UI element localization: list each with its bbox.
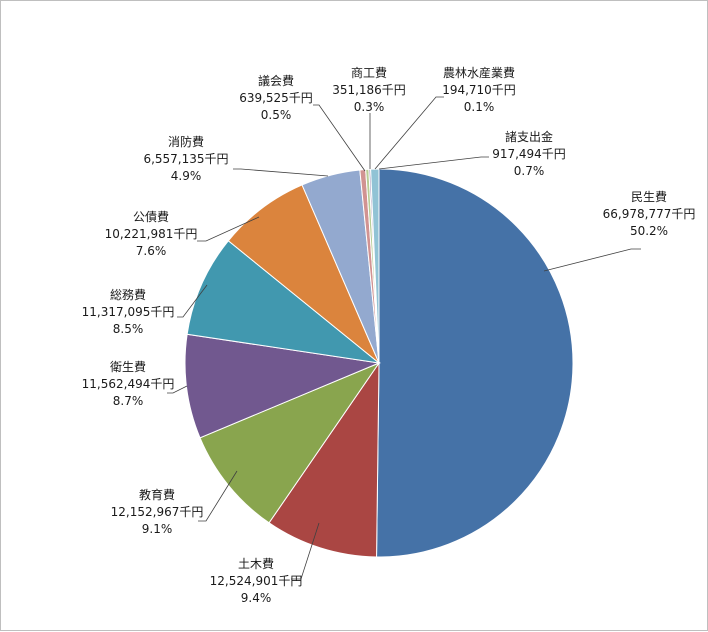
leader-line-6: [197, 216, 260, 242]
leader-line-8: [313, 104, 366, 172]
leader-line-3: [198, 470, 238, 522]
slice-label-amount-10: 194,710千円: [442, 83, 516, 97]
leader-line-5: [177, 284, 208, 318]
slice-label-name-9: 商工費: [351, 65, 387, 80]
slice-label-name-10: 農林水産業費: [443, 65, 515, 80]
slice-label-name-11: 諸支出金: [505, 129, 553, 144]
leader-line-4: [167, 385, 188, 394]
pie-slice-1: [376, 168, 574, 558]
slice-label-percent-2: 9.4%: [241, 591, 272, 605]
slice-label-percent-8: 0.5%: [261, 108, 292, 122]
slice-label-percent-5: 8.5%: [113, 322, 144, 336]
pie-slice-5: [186, 240, 381, 364]
slice-labels: 民生費 66,978,777千円 50.2% 土木費 12,524,901千円 9.4% 教…: [82, 65, 696, 605]
slice-label-amount-9: 351,186千円: [332, 83, 406, 97]
pie-slices: [184, 168, 574, 558]
slice-label-name-4: 衛生費: [110, 359, 146, 374]
slice-label-percent-11: 0.7%: [514, 164, 545, 178]
leader-line-1: [543, 248, 641, 272]
slice-label-amount-5: 11,317,095千円: [82, 305, 175, 319]
slice-label-amount-6: 10,221,981千円: [105, 227, 198, 241]
pie-slice-6: [227, 184, 380, 364]
slice-label-amount-7: 6,557,135千円: [143, 152, 228, 166]
slice-label-percent-1: 50.2%: [630, 224, 668, 238]
leader-line-11: [378, 156, 489, 170]
leader-line-7: [233, 168, 329, 177]
pie-slice-4: [184, 333, 381, 439]
slice-label-percent-10: 0.1%: [464, 100, 495, 114]
slice-label-percent-3: 9.1%: [142, 522, 173, 536]
slice-label-name-5: 総務費: [110, 287, 146, 302]
slice-label-amount-3: 12,152,967千円: [111, 505, 204, 519]
slice-label-name-8: 議会費: [258, 73, 294, 88]
slice-label-percent-4: 8.7%: [113, 394, 144, 408]
leader-lines: [167, 96, 641, 580]
slice-label-amount-4: 11,562,494千円: [82, 377, 175, 391]
slice-label-percent-9: 0.3%: [354, 100, 385, 114]
slice-label-name-1: 民生費: [631, 189, 667, 204]
leader-line-10: [374, 96, 444, 170]
slice-label-name-3: 教育費: [139, 487, 175, 502]
slice-label-percent-6: 7.6%: [136, 244, 167, 258]
slice-label-amount-2: 12,524,901千円: [210, 574, 303, 588]
slice-label-name-7: 消防費: [168, 134, 204, 149]
pie-slice-2: [268, 361, 380, 558]
slice-label-amount-1: 66,978,777千円: [603, 207, 696, 221]
slice-label-amount-11: 917,494千円: [492, 147, 566, 161]
slice-label-percent-7: 4.9%: [171, 169, 202, 183]
slice-label-name-2: 土木費: [238, 556, 274, 571]
slice-label-amount-8: 639,525千円: [239, 91, 313, 105]
pie-slice-11: [370, 168, 380, 364]
leader-line-2: [291, 522, 320, 580]
slice-label-name-6: 公債費: [133, 209, 169, 224]
